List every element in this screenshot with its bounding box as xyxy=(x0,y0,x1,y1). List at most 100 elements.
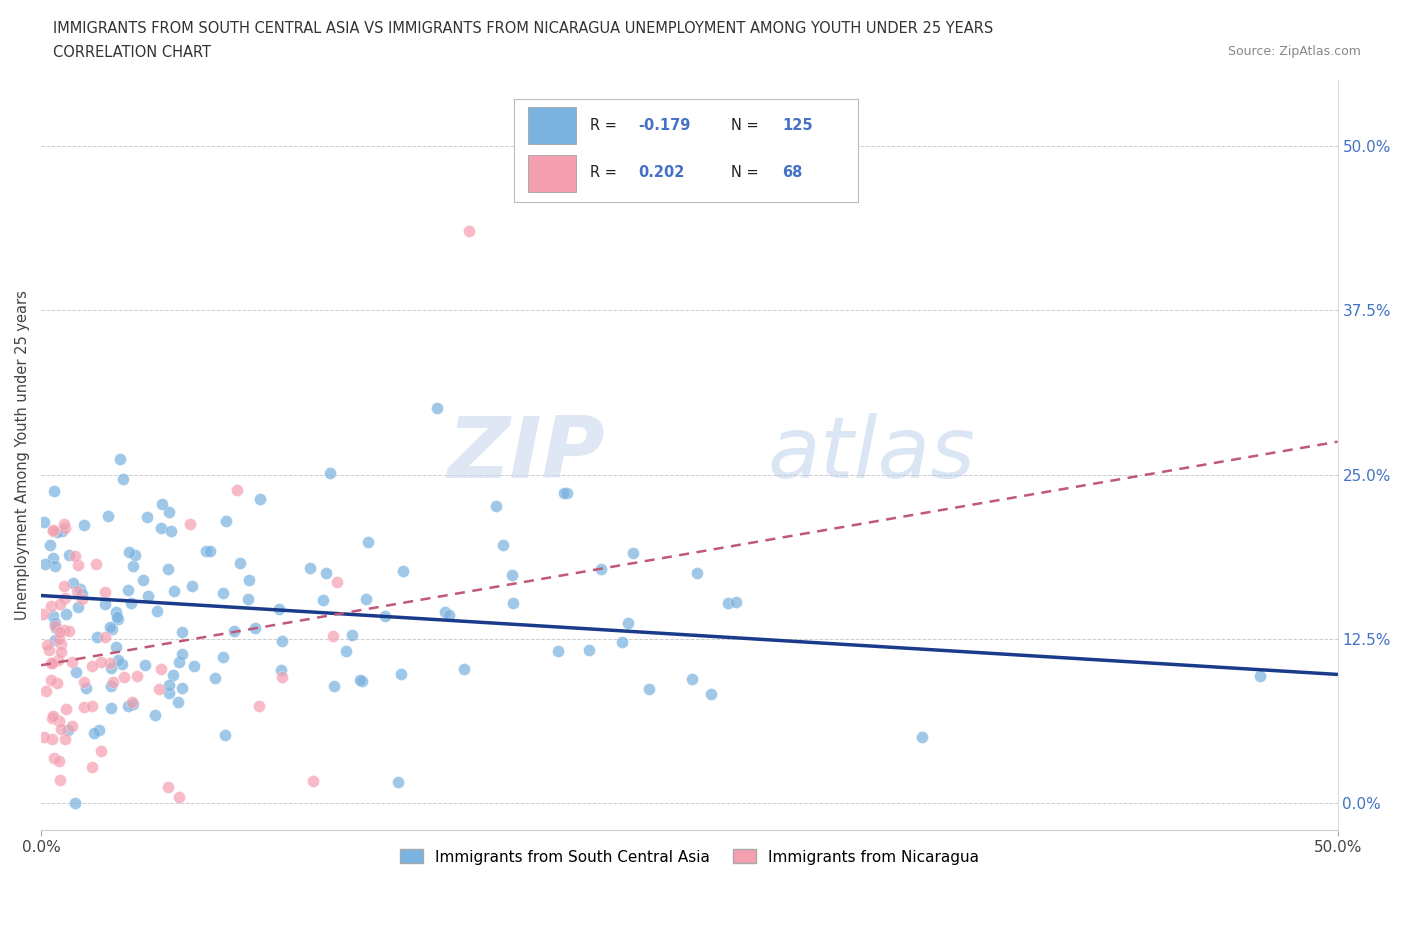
Point xyxy=(84,556,107,571)
Point xyxy=(172,646,194,661)
Point xyxy=(167,790,190,804)
Point xyxy=(48,753,70,768)
Point xyxy=(93,630,115,644)
Point xyxy=(245,621,267,636)
Point xyxy=(56,723,79,737)
Point xyxy=(238,573,260,588)
Point xyxy=(51,644,73,659)
Point xyxy=(340,628,363,643)
Point xyxy=(42,524,65,538)
Point xyxy=(700,686,723,701)
Point xyxy=(65,665,87,680)
Point xyxy=(31,606,53,621)
Point xyxy=(238,591,260,606)
Point xyxy=(501,567,523,582)
Point xyxy=(66,600,89,615)
Point xyxy=(104,604,127,619)
Point xyxy=(426,400,449,415)
Point xyxy=(621,546,644,561)
Point xyxy=(612,634,634,649)
Point xyxy=(100,700,122,715)
Point xyxy=(45,676,67,691)
Point xyxy=(94,596,117,611)
Point xyxy=(132,573,155,588)
Point xyxy=(302,774,325,789)
Point xyxy=(39,599,62,614)
Point xyxy=(41,656,63,671)
Point xyxy=(105,610,128,625)
Point xyxy=(222,624,245,639)
Point xyxy=(157,779,180,794)
Point xyxy=(319,465,342,480)
Point xyxy=(86,630,108,644)
Point xyxy=(271,633,294,648)
Point xyxy=(83,725,105,740)
Point xyxy=(150,661,173,676)
Point xyxy=(98,656,121,671)
Point xyxy=(349,673,371,688)
Point xyxy=(212,586,235,601)
Point xyxy=(247,698,270,713)
Point xyxy=(911,729,934,744)
Point xyxy=(62,576,84,591)
Point xyxy=(101,621,124,636)
Point xyxy=(32,729,55,744)
Point xyxy=(122,697,145,711)
Point xyxy=(183,658,205,673)
Point xyxy=(69,581,91,596)
Point xyxy=(42,609,65,624)
Point xyxy=(453,661,475,676)
Point xyxy=(267,601,290,616)
Point xyxy=(686,565,709,580)
Point xyxy=(170,681,193,696)
Point xyxy=(38,643,60,658)
Point xyxy=(148,682,170,697)
Point xyxy=(547,644,569,658)
Point xyxy=(298,561,321,576)
Point xyxy=(41,732,63,747)
Point xyxy=(212,650,235,665)
Point xyxy=(53,731,76,746)
Point xyxy=(44,633,66,648)
Point xyxy=(97,509,120,524)
Point xyxy=(134,658,156,672)
Point xyxy=(100,660,122,675)
Point xyxy=(101,674,124,689)
Point xyxy=(73,675,96,690)
Point xyxy=(150,497,173,512)
Point xyxy=(638,682,661,697)
Point xyxy=(42,484,65,498)
Point xyxy=(48,713,70,728)
Point xyxy=(226,483,249,498)
Text: IMMIGRANTS FROM SOUTH CENTRAL ASIA VS IMMIGRANTS FROM NICARAGUA UNEMPLOYMENT AMO: IMMIGRANTS FROM SOUTH CENTRAL ASIA VS IM… xyxy=(53,21,994,36)
Point xyxy=(48,631,70,646)
Point xyxy=(58,624,80,639)
Text: atlas: atlas xyxy=(768,413,976,497)
Point xyxy=(98,619,121,634)
Point xyxy=(35,638,58,653)
Point xyxy=(157,685,180,700)
Point xyxy=(39,656,62,671)
Point xyxy=(53,579,76,594)
Point xyxy=(51,636,73,651)
Point xyxy=(53,521,76,536)
Point xyxy=(117,545,139,560)
Point xyxy=(38,538,60,552)
Point xyxy=(35,684,58,698)
Point xyxy=(55,702,77,717)
Point xyxy=(52,517,75,532)
Point xyxy=(160,524,183,538)
Point xyxy=(90,654,112,669)
Point xyxy=(111,657,134,671)
Point xyxy=(311,592,333,607)
Point xyxy=(117,583,139,598)
Point xyxy=(681,671,703,686)
Point xyxy=(458,224,481,239)
Point xyxy=(143,707,166,722)
Point xyxy=(357,535,380,550)
Point xyxy=(42,709,65,724)
Point xyxy=(194,544,217,559)
Point xyxy=(387,775,409,790)
Point xyxy=(229,556,252,571)
Point xyxy=(75,681,97,696)
